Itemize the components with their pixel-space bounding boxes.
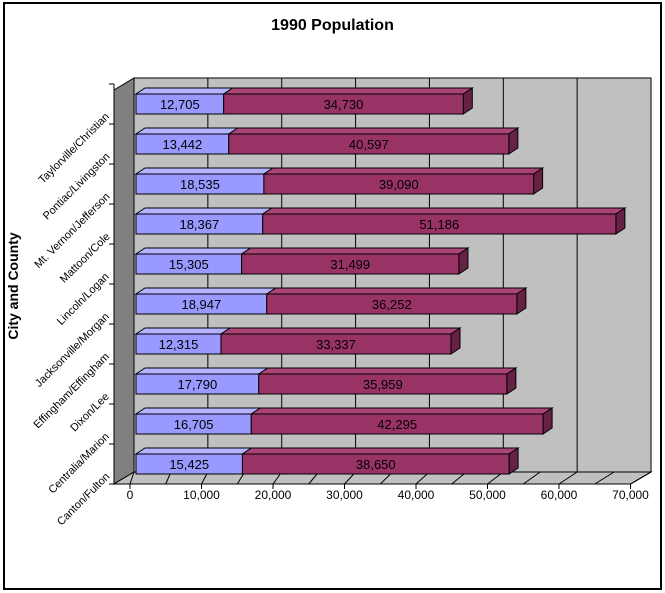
bar-top-face-blue <box>134 207 274 215</box>
bar-top-face-blue <box>134 327 232 335</box>
bar-top-face-maroon <box>261 207 627 215</box>
bar-segment-maroon <box>258 373 508 395</box>
value-label-blue: 17,790 <box>177 377 218 392</box>
value-label-maroon: 34,730 <box>323 97 364 112</box>
value-label-maroon: 51,186 <box>419 217 460 232</box>
x-axis-label: 40,000 <box>397 488 435 502</box>
bar-segment-maroon <box>223 93 464 115</box>
value-label-blue: 18,947 <box>181 297 222 312</box>
bar-top-face-maroon <box>249 407 554 415</box>
x-axis-label: 0 <box>126 488 134 502</box>
bar-top-face-blue <box>134 287 278 295</box>
value-label-blue: 18,535 <box>180 177 220 192</box>
floor-tick <box>522 471 541 485</box>
value-label-blue: 15,425 <box>169 457 210 472</box>
bar-top-face-blue <box>134 367 270 375</box>
value-label-maroon: 35,959 <box>362 377 403 392</box>
bar-top-face-maroon <box>219 327 462 335</box>
value-label-blue: 12,315 <box>158 337 199 352</box>
value-label-maroon: 33,337 <box>316 337 356 352</box>
bar-top-face-blue <box>134 247 253 255</box>
value-label-maroon: 42,295 <box>377 417 418 432</box>
bar-segment-maroon <box>241 253 460 275</box>
bar-segment-maroon <box>250 413 544 435</box>
value-label-blue: 16,705 <box>173 417 214 432</box>
bar-top-face-blue <box>134 127 240 135</box>
y-axis-title: City and County <box>5 232 21 340</box>
bar-top-face-maroon <box>239 247 470 255</box>
bar-top-face-blue <box>134 447 254 455</box>
floor-tick <box>630 471 652 485</box>
x-axis-label: 70,000 <box>612 488 649 502</box>
value-label-maroon: 31,499 <box>330 257 371 272</box>
value-label-blue: 12,705 <box>159 97 200 112</box>
x-axis-label: 10,000 <box>183 488 220 502</box>
bar-segment-maroon <box>263 173 535 195</box>
bar-top-face-maroon <box>257 367 518 375</box>
bar-top-face-maroon <box>265 287 528 295</box>
bar-top-face-maroon <box>222 87 474 95</box>
floor-tick <box>594 471 615 485</box>
bar-segment-maroon <box>220 333 452 355</box>
bar-top-face-maroon <box>240 447 520 455</box>
value-label-maroon: 39,090 <box>378 177 419 192</box>
x-axis-label: 20,000 <box>254 488 292 502</box>
bar-segment-maroon <box>228 133 510 155</box>
bar-top-face-blue <box>134 167 275 175</box>
x-axis-label: 60,000 <box>540 488 578 502</box>
bar-segment-maroon <box>241 453 510 475</box>
bar-segment-maroon <box>266 293 518 315</box>
bar-top-face-maroon <box>227 127 520 135</box>
value-label-maroon: 40,597 <box>348 137 389 152</box>
floor-tick <box>558 471 578 485</box>
value-label-blue: 15,305 <box>168 257 209 272</box>
x-axis-label: 50,000 <box>469 488 506 502</box>
value-label-blue: 18,367 <box>179 217 220 232</box>
value-label-maroon: 38,650 <box>355 457 396 472</box>
bar-top-face-blue <box>134 87 235 95</box>
bar-top-face-blue <box>134 407 262 415</box>
chart-title: 1990 Population <box>271 17 394 34</box>
value-label-maroon: 36,252 <box>371 297 412 312</box>
bar-top-face-maroon <box>262 167 545 175</box>
x-axis-label: 30,000 <box>326 488 363 502</box>
floor-tick <box>129 471 135 485</box>
value-label-blue: 13,442 <box>162 137 203 152</box>
bar-segment-maroon <box>262 213 617 235</box>
